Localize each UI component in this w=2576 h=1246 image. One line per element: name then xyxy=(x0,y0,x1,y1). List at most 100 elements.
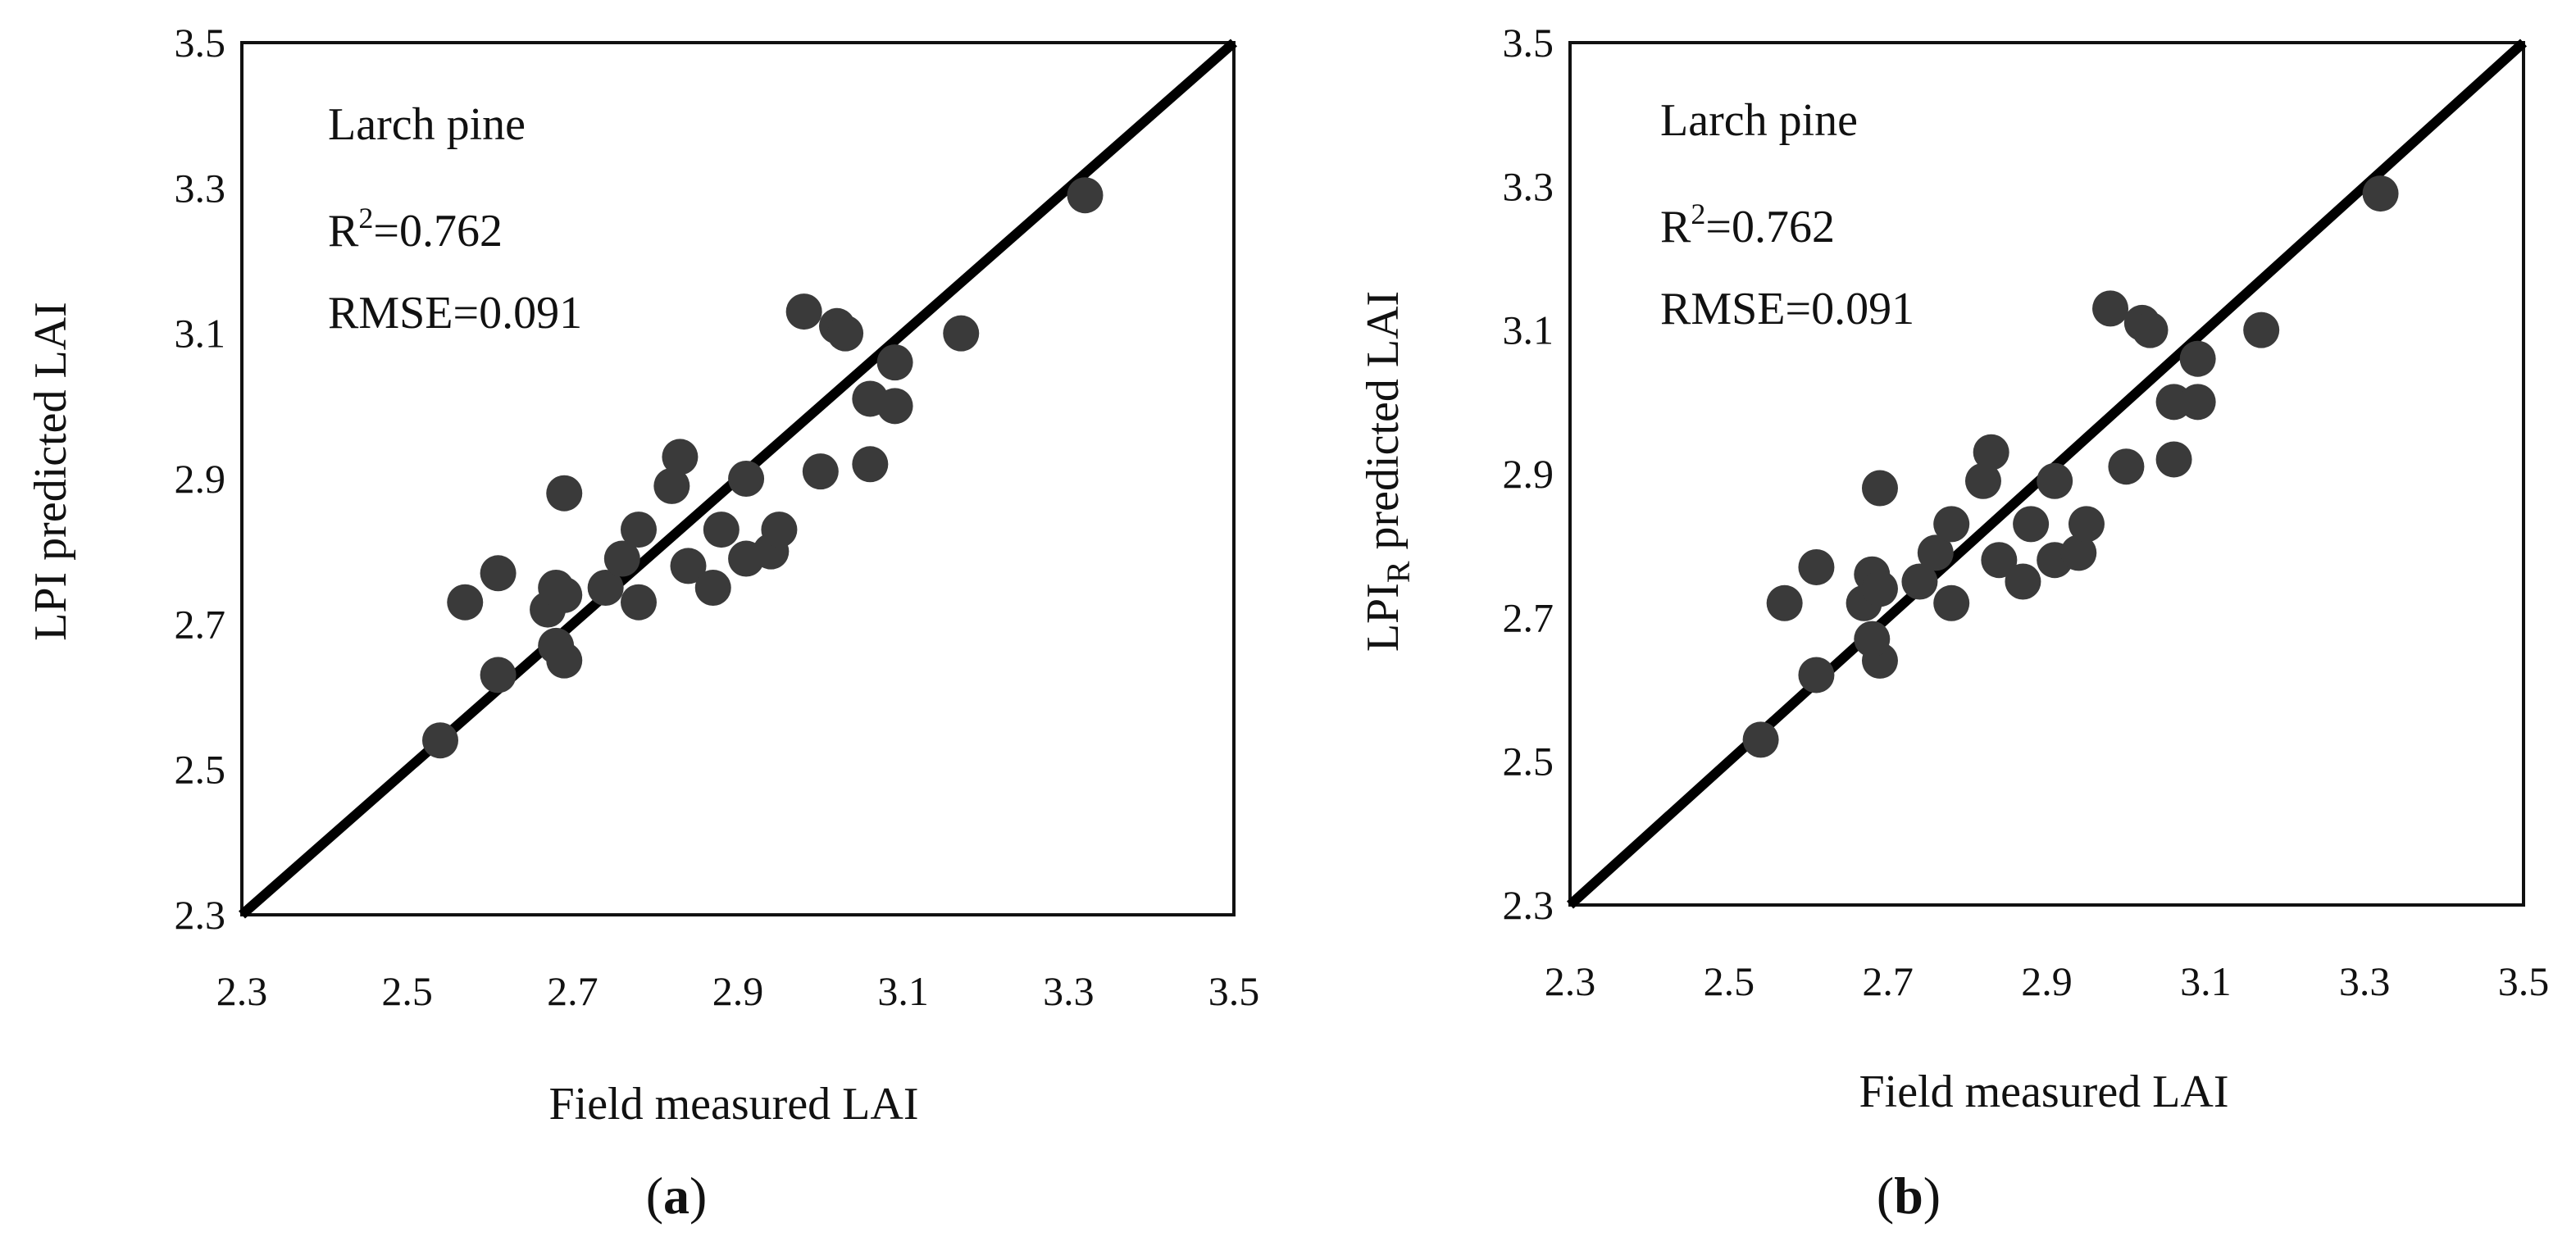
data-point xyxy=(1861,470,1898,507)
plot-frame-a xyxy=(240,41,1236,916)
y-tick-label: 3.1 xyxy=(175,311,226,357)
y-tick-label: 2.7 xyxy=(1503,594,1554,640)
y-tick-label: 2.5 xyxy=(175,747,226,793)
y-tick-labels-a: 2.3 2.5 2.7 2.9 3.1 3.3 3.5 xyxy=(175,20,226,938)
data-point xyxy=(2060,534,2097,571)
data-point xyxy=(2037,462,2073,499)
data-point xyxy=(1901,563,1938,600)
rmse-label-a: RMSE=0.091 xyxy=(328,288,582,339)
data-point xyxy=(1933,584,1970,621)
data-point xyxy=(728,461,765,497)
y-tick-label: 2.3 xyxy=(1503,882,1554,928)
data-point xyxy=(422,722,458,759)
data-point xyxy=(1973,434,2009,471)
x-tick-labels-b: 2.3 2.5 2.7 2.9 3.1 3.3 3.5 xyxy=(1545,958,2550,1004)
data-point xyxy=(1917,534,1954,571)
r-squared-label-a: R2=0.762 xyxy=(328,202,503,257)
data-point xyxy=(2068,506,2105,543)
data-point xyxy=(1964,462,2001,499)
data-point xyxy=(670,548,707,584)
y-tick-label: 3.3 xyxy=(175,165,226,211)
data-point xyxy=(2013,506,2050,543)
x-tick-label: 3.3 xyxy=(2339,958,2391,1004)
data-point xyxy=(1933,506,1970,543)
x-tick-label: 2.5 xyxy=(1704,958,1755,1004)
species-label-a: Larch pine xyxy=(328,99,526,150)
data-point xyxy=(1798,657,1835,693)
x-tick-label: 2.3 xyxy=(216,968,268,1014)
data-point xyxy=(1861,571,1898,607)
x-tick-label: 3.1 xyxy=(877,968,929,1014)
data-point xyxy=(587,570,624,606)
y-tick-label: 2.5 xyxy=(1503,739,1554,784)
data-point xyxy=(662,439,699,475)
x-tick-label: 2.3 xyxy=(1545,958,1596,1004)
data-point xyxy=(785,293,822,330)
x-tick-label: 2.9 xyxy=(2021,958,2073,1004)
data-points-a xyxy=(422,177,1104,759)
data-point xyxy=(480,657,517,693)
species-label-b: Larch pine xyxy=(1660,95,1858,146)
data-point xyxy=(2092,290,2129,327)
x-axis-label-b: Field measured LAI xyxy=(1859,1066,2229,1117)
x-tick-label: 3.3 xyxy=(1043,968,1095,1014)
y-axis-label-b: LPIR predicted LAI xyxy=(1358,291,1417,652)
data-point xyxy=(876,388,913,425)
data-point xyxy=(546,576,583,613)
r-squared-label-b: R2=0.762 xyxy=(1660,198,1835,252)
data-point xyxy=(603,540,640,577)
data-point xyxy=(2362,175,2399,212)
x-tick-label: 2.5 xyxy=(381,968,433,1014)
data-point xyxy=(827,315,864,352)
data-points-b xyxy=(1742,175,2399,758)
data-point xyxy=(621,512,657,548)
data-point xyxy=(2179,384,2216,421)
data-point xyxy=(2179,340,2216,377)
x-tick-labels-a: 2.3 2.5 2.7 2.9 3.1 3.3 3.5 xyxy=(216,968,1260,1014)
x-axis-label-a: Field measured LAI xyxy=(549,1079,919,1130)
x-tick-label: 2.7 xyxy=(1862,958,1914,1004)
y-tick-label: 3.5 xyxy=(1503,20,1554,66)
panel-label-a: (a) xyxy=(646,1166,708,1225)
data-point xyxy=(653,467,690,504)
plot-frame-b xyxy=(1568,41,2525,907)
panel-a: LPI predicted LAI 2.32.52.72.93.13.33.5 … xyxy=(25,20,1259,1225)
data-point xyxy=(546,475,583,512)
data-point xyxy=(1854,621,1891,657)
panel-label-b: (b) xyxy=(1877,1166,1941,1225)
x-tick-label: 3.5 xyxy=(1208,968,1260,1014)
data-point xyxy=(694,570,731,606)
y-tick-label: 3.3 xyxy=(1503,163,1554,209)
data-point xyxy=(621,584,657,621)
rmse-label-b: RMSE=0.091 xyxy=(1660,284,1914,334)
x-tick-label: 3.1 xyxy=(2180,958,2232,1004)
y-axis-label-a: LPI predicted LAI xyxy=(25,302,76,641)
data-point xyxy=(1067,177,1104,214)
panel-b: LPIR predicted LAI 2.3 2.5 2.7 2.9 3.1 3.3 3.5… xyxy=(1358,20,2549,1225)
data-point xyxy=(1742,721,1779,758)
y-tick-label: 2.3 xyxy=(175,892,226,938)
data-point xyxy=(761,512,798,548)
data-point xyxy=(852,446,889,483)
data-point xyxy=(480,555,517,592)
x-tick-label: 3.5 xyxy=(2498,958,2550,1004)
data-point xyxy=(1798,548,1835,585)
data-point xyxy=(2155,441,2192,478)
data-point xyxy=(1981,542,2018,579)
x-tick-label: 2.9 xyxy=(712,968,764,1014)
data-point xyxy=(2108,448,2145,485)
data-point xyxy=(2005,563,2041,600)
data-point xyxy=(802,453,839,490)
y-tick-label: 2.9 xyxy=(1503,451,1554,497)
data-point xyxy=(447,584,484,621)
data-point xyxy=(2132,312,2169,348)
y-tick-label: 2.7 xyxy=(175,601,226,647)
data-point xyxy=(703,512,740,548)
data-point xyxy=(943,315,980,352)
y-tick-label: 3.1 xyxy=(1503,307,1554,353)
y-tick-label: 2.9 xyxy=(175,456,226,502)
y-tick-label: 3.5 xyxy=(175,20,226,66)
data-point xyxy=(2243,312,2280,348)
y-tick-labels-b: 2.3 2.5 2.7 2.9 3.1 3.3 3.5 xyxy=(1503,20,1554,928)
